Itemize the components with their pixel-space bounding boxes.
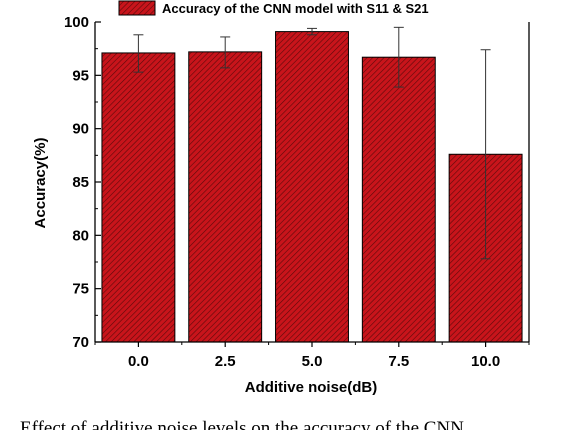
error-bar-5.0 bbox=[307, 27, 317, 36]
error-bar-2.5 bbox=[220, 36, 231, 69]
x-tick-label-0.0: 0.0 bbox=[128, 353, 149, 370]
x-axis-label: Additive noise(dB) bbox=[245, 379, 378, 396]
legend-label: Accuracy of the CNN model with S11 & S21 bbox=[162, 1, 429, 16]
x-tick-label-2.5: 2.5 bbox=[215, 353, 236, 370]
error-bar-10.0 bbox=[480, 49, 491, 260]
y-tick-label-90: 90 bbox=[72, 121, 89, 138]
y-axis-label: Accuracy(%) bbox=[32, 138, 49, 229]
y-tick-label-100: 100 bbox=[64, 14, 89, 31]
legend: Accuracy of the CNN model with S11 & S21 bbox=[118, 0, 429, 16]
x-tick-label-10.0: 10.0 bbox=[471, 353, 500, 370]
x-tick-label-5.0: 5.0 bbox=[302, 353, 323, 370]
y-tick-label-95: 95 bbox=[72, 67, 89, 84]
bar-2.5 bbox=[188, 51, 263, 343]
error-bars-layer bbox=[133, 26, 491, 260]
axis-layer: 70 75 80 85 90 95 100 0.0 2.5 5.0 7.5 10.0 bbox=[64, 14, 530, 370]
y-tick-label-70: 70 bbox=[72, 334, 89, 351]
bar-5.0 bbox=[275, 31, 349, 343]
figure-caption: Effect of additive noise levels on the a… bbox=[20, 418, 464, 430]
bars-layer bbox=[101, 31, 523, 343]
bar-0.0 bbox=[101, 52, 176, 343]
y-tick-label-85: 85 bbox=[72, 174, 89, 191]
y-tick-label-80: 80 bbox=[72, 227, 89, 244]
y-tick-label-75: 75 bbox=[72, 281, 89, 298]
x-tick-label-7.5: 7.5 bbox=[388, 353, 409, 370]
error-bar-7.5 bbox=[393, 26, 404, 88]
bar-7.5 bbox=[361, 56, 436, 343]
legend-swatch bbox=[118, 0, 156, 16]
error-bar-0.0 bbox=[133, 34, 144, 73]
